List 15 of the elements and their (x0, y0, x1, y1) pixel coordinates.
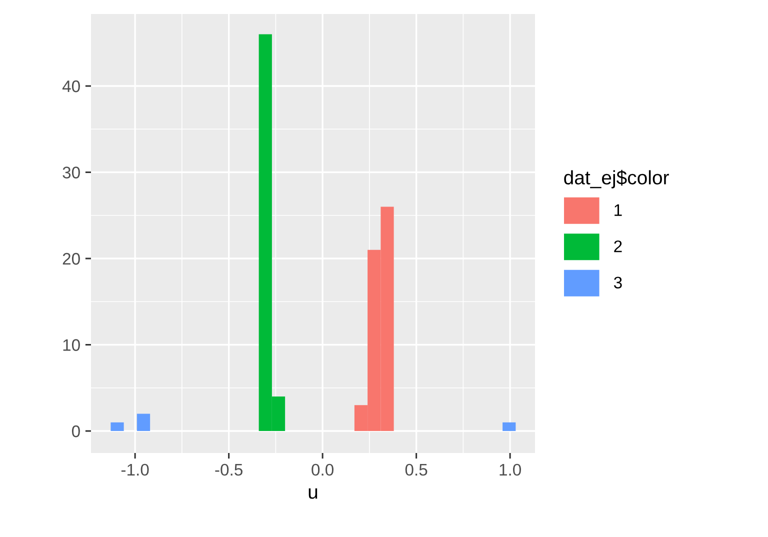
x-tick-label: -0.5 (215, 464, 242, 476)
y-tick-label: 30 (62, 166, 80, 178)
y-tick-label: 10 (63, 339, 80, 351)
y-tick-label: 20 (62, 252, 80, 265)
legend-label: 3 (614, 276, 622, 289)
x-axis-title: u (308, 488, 318, 499)
x-tick-label: 0.5 (405, 464, 428, 476)
x-tick-label: 1.0 (500, 464, 521, 476)
y-tick-label: 40 (62, 80, 80, 92)
legend-title: dat_ej$color (564, 170, 669, 188)
legend-label: 1 (614, 204, 622, 216)
legend-label: 2 (614, 240, 622, 252)
y-tick-label: 0 (72, 425, 80, 438)
x-tick-label: 0.0 (312, 464, 334, 476)
x-tick-label: -1.0 (121, 464, 149, 476)
